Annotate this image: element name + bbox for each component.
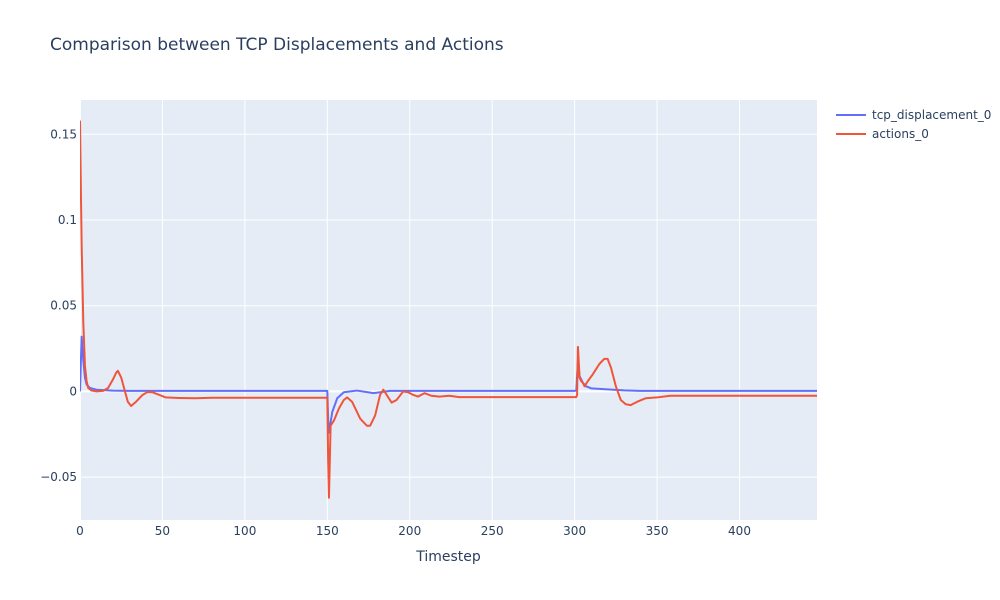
x-tick-label: 400 <box>728 524 751 538</box>
legend-item[interactable]: actions_0 <box>836 127 929 141</box>
series-layer <box>80 120 817 499</box>
x-axis-ticks: 0 50 100 150 200 250 300 350 400 <box>76 524 751 538</box>
legend-label: tcp_displacement_0 <box>872 108 991 122</box>
chart-title: Comparison between TCP Displacements and… <box>50 35 504 55</box>
x-axis-title: Timestep <box>415 549 481 565</box>
x-tick-label: 50 <box>155 524 170 538</box>
x-tick-label: 0 <box>76 524 84 538</box>
y-tick-label: 0.15 <box>50 127 77 141</box>
x-tick-label: 250 <box>481 524 504 538</box>
plot-area <box>80 100 817 520</box>
x-tick-label: 350 <box>646 524 669 538</box>
x-tick-label: 300 <box>563 524 586 538</box>
legend[interactable]: tcp_displacement_0 actions_0 <box>836 108 991 141</box>
y-tick-label: 0.05 <box>50 299 77 313</box>
y-axis-ticks: −0.05 0 0.05 0.1 0.15 <box>40 127 77 484</box>
y-tick-label: 0.1 <box>58 213 77 227</box>
x-tick-label: 200 <box>398 524 421 538</box>
series-line-actions_0[interactable] <box>80 120 817 499</box>
y-tick-label: 0 <box>69 384 77 398</box>
legend-label: actions_0 <box>872 127 929 141</box>
legend-item[interactable]: tcp_displacement_0 <box>836 108 991 122</box>
x-tick-label: 150 <box>316 524 339 538</box>
x-tick-label: 100 <box>233 524 256 538</box>
y-tick-label: −0.05 <box>40 470 77 484</box>
